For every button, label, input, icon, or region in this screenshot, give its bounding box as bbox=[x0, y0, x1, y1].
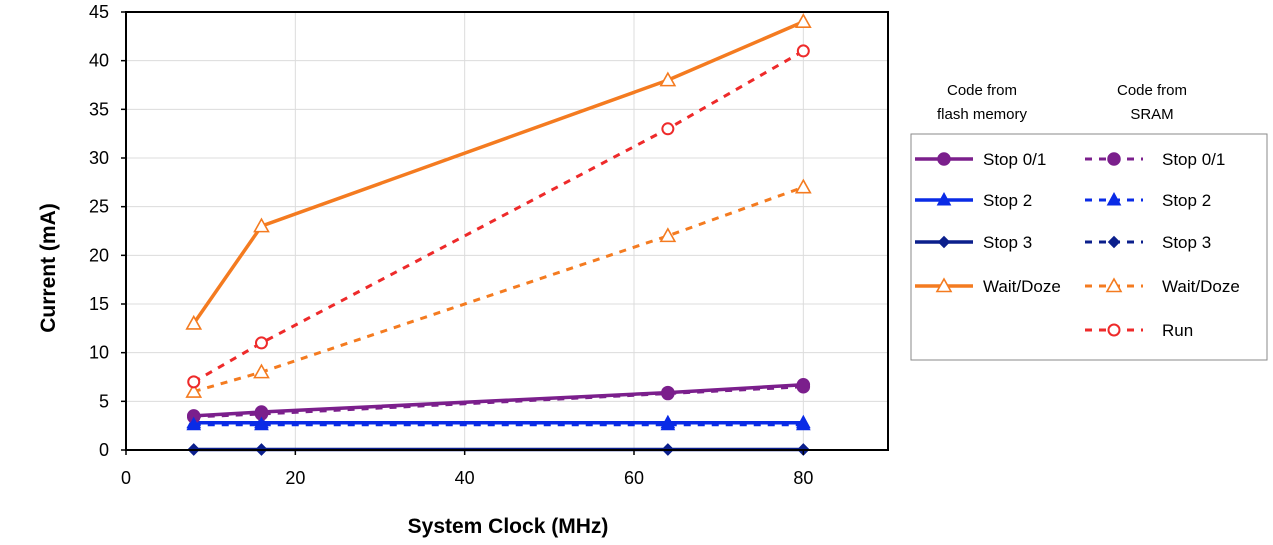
point-sram-stop-2 bbox=[660, 416, 676, 431]
legend-label: Stop 2 bbox=[1162, 191, 1211, 210]
point-sram-wait-doze bbox=[794, 178, 812, 194]
legend-items: Stop 0/1 Stop 2 Stop 3 Wait/Doze Stop 0/1 Sto… bbox=[915, 150, 1240, 340]
legend-swatch-marker bbox=[937, 235, 951, 249]
point-sram-wait-doze bbox=[253, 363, 270, 379]
legend-entry-flash-stop-2: Stop 2 bbox=[915, 191, 1032, 210]
series-line-flash-stop-0-1 bbox=[193, 383, 804, 418]
y-tick-label: 10 bbox=[89, 343, 109, 363]
y-tick-label: 30 bbox=[89, 148, 109, 168]
series-sram-wait-doze bbox=[185, 178, 812, 398]
legend-label: Stop 0/1 bbox=[983, 150, 1046, 169]
legend-swatch-marker bbox=[935, 277, 953, 293]
legend-label: Wait/Doze bbox=[1162, 277, 1240, 296]
y-tick-label: 25 bbox=[89, 197, 109, 217]
legend-swatch-marker bbox=[1106, 191, 1122, 206]
legend-entry-flash-stop-3: Stop 3 bbox=[915, 233, 1032, 252]
point-sram-run bbox=[187, 375, 201, 389]
legend-label: Stop 3 bbox=[1162, 233, 1211, 252]
legend-entry-flash-wait-doze: Wait/Doze bbox=[915, 277, 1061, 296]
legend-entry-sram-stop-3: Stop 3 bbox=[1085, 233, 1211, 252]
legend-header-sram-line2: SRAM bbox=[1130, 106, 1173, 123]
series-sram-stop-0-1 bbox=[186, 379, 811, 424]
legend-label: Run bbox=[1162, 321, 1193, 340]
point-sram-stop-2 bbox=[254, 416, 269, 431]
series-line-sram-wait-doze bbox=[193, 185, 804, 394]
point-flash-wait-doze bbox=[659, 71, 677, 87]
legend-header-sram-line1: Code from bbox=[1117, 82, 1187, 99]
x-tick-label: 0 bbox=[121, 468, 131, 488]
legend-swatch-marker bbox=[1107, 235, 1121, 249]
point-sram-stop-0-1 bbox=[661, 386, 675, 401]
point-sram-stop-2 bbox=[186, 416, 202, 431]
point-sram-run bbox=[796, 44, 810, 58]
series-line-sram-stop-0-1 bbox=[193, 385, 804, 419]
grid bbox=[126, 12, 888, 450]
legend-swatch-marker bbox=[1105, 277, 1123, 293]
y-tick-label: 5 bbox=[99, 391, 109, 411]
y-tick-label: 35 bbox=[89, 99, 109, 119]
point-sram-run bbox=[254, 336, 268, 350]
y-tick-label: 15 bbox=[89, 294, 109, 314]
series-lines bbox=[185, 13, 812, 456]
series-flash-wait-doze bbox=[185, 13, 812, 330]
y-tick-label: 0 bbox=[99, 440, 109, 460]
x-tick-label: 80 bbox=[793, 468, 813, 488]
point-sram-wait-doze bbox=[185, 382, 203, 398]
legend-header-flash-line1: Code from bbox=[947, 82, 1017, 99]
series-sram-stop-2 bbox=[186, 416, 811, 431]
plot-frame bbox=[125, 11, 889, 451]
legend-swatch-marker bbox=[1107, 323, 1121, 337]
point-flash-wait-doze bbox=[185, 314, 203, 330]
series-line-flash-wait-doze bbox=[192, 20, 805, 325]
x-tick-label: 20 bbox=[285, 468, 305, 488]
series-flash-stop-0-1 bbox=[186, 378, 811, 423]
legend-swatch-marker bbox=[936, 191, 952, 206]
point-sram-wait-doze bbox=[659, 227, 677, 243]
point-flash-wait-doze bbox=[794, 13, 812, 29]
legend-label: Wait/Doze bbox=[983, 277, 1061, 296]
legend-label: Stop 0/1 bbox=[1162, 150, 1225, 169]
legend-box bbox=[910, 133, 1268, 361]
legend-entry-flash-stop-0-1: Stop 0/1 bbox=[915, 150, 1046, 169]
x-axis-title: System Clock (MHz) bbox=[408, 515, 609, 538]
legend-swatch-marker bbox=[1107, 152, 1121, 166]
y-axis-title: Current (mA) bbox=[37, 203, 60, 333]
y-tick-label: 45 bbox=[89, 2, 109, 22]
x-tick-label: 60 bbox=[624, 468, 644, 488]
series-sram-run bbox=[187, 44, 810, 389]
legend-label: Stop 3 bbox=[983, 233, 1032, 252]
point-sram-stop-0-1 bbox=[796, 379, 811, 394]
legend-label: Stop 2 bbox=[983, 191, 1032, 210]
point-sram-run bbox=[661, 122, 675, 136]
legend-entry-sram-stop-2: Stop 2 bbox=[1085, 191, 1211, 210]
y-tick-label: 20 bbox=[89, 245, 109, 265]
legend-swatch-marker bbox=[937, 152, 951, 166]
legend: Code from flash memory Code from SRAM St… bbox=[910, 82, 1268, 361]
axis-ticks: 0 5 10 15 20 25 30 35 40 45 0 20 40 60 80 bbox=[89, 2, 813, 488]
legend-entry-sram-wait-doze: Wait/Doze bbox=[1085, 277, 1240, 296]
x-tick-label: 40 bbox=[455, 468, 475, 488]
point-sram-stop-2 bbox=[795, 416, 811, 431]
legend-header-flash-line2: flash memory bbox=[937, 106, 1028, 123]
legend-entry-sram-run: Run bbox=[1085, 321, 1193, 340]
point-flash-wait-doze bbox=[253, 217, 270, 233]
y-tick-label: 40 bbox=[89, 51, 109, 71]
legend-entry-sram-stop-0-1: Stop 0/1 bbox=[1085, 150, 1225, 169]
